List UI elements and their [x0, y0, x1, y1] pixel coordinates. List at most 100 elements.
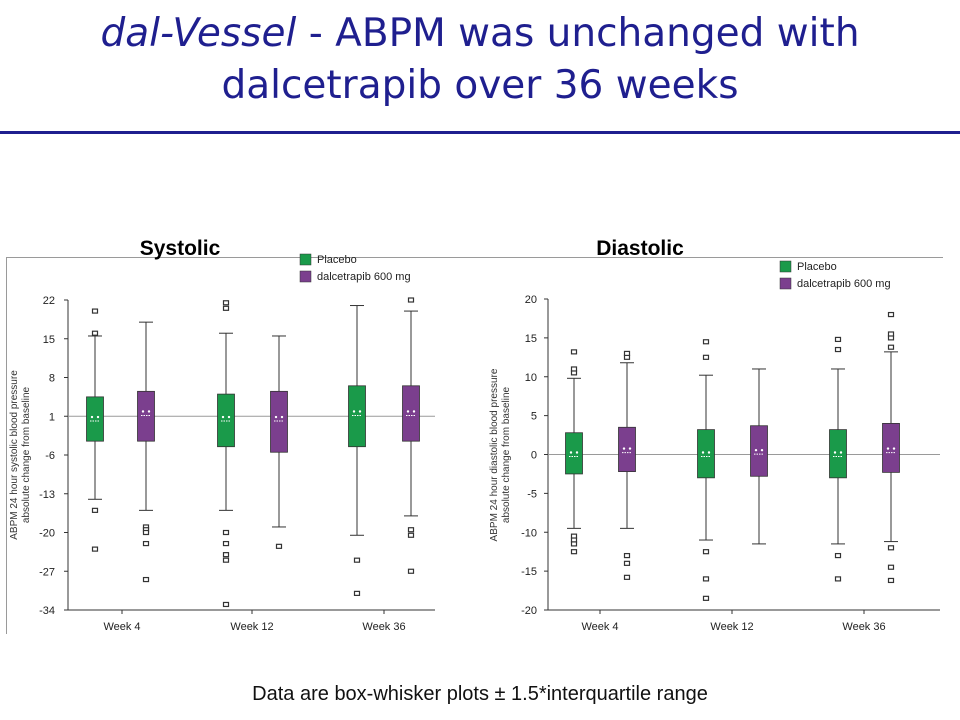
- chart-systolic-mean-marker: [141, 410, 145, 413]
- chart-systolic-outlier: [222, 305, 230, 311]
- chart-diastolic-outlier: [834, 552, 842, 559]
- chart-systolic-outlier: [222, 300, 230, 306]
- chart-systolic-legend-label: dalcetrapib 600 mg: [317, 271, 411, 283]
- chart-systolic-y-tick-label: -6: [45, 450, 55, 462]
- chart-systolic-outlier: [353, 557, 361, 563]
- chart-systolic-y-tick-label: -34: [39, 605, 55, 617]
- chart-diastolic-legend-label: Placebo: [797, 261, 837, 273]
- chart-systolic-x-tick-label: Week 36: [362, 621, 405, 633]
- chart-diastolic-mean-marker: [892, 447, 896, 450]
- chart-diastolic-outlier: [834, 336, 842, 343]
- title-rest: - ABPM was unchanged with: [296, 11, 860, 56]
- chart-diastolic-mean-marker: [839, 451, 843, 454]
- chart-diastolic-mean-marker: [886, 447, 890, 450]
- chart-systolic-mean-marker: [358, 410, 362, 413]
- chart-diastolic-title: Diastolic: [596, 237, 684, 260]
- title-line-1: dal-Vessel - ABPM was unchanged with: [0, 8, 960, 60]
- chart-diastolic-legend-swatch: [779, 277, 792, 290]
- chart-systolic-legend-swatch: [299, 253, 312, 266]
- chart-systolic-box: [217, 393, 235, 448]
- chart-systolic-outlier: [222, 540, 230, 547]
- title-rule: [0, 131, 960, 134]
- title-line-2: dalcetrapib over 36 weeks: [221, 62, 739, 108]
- chart-systolic-outlier: [407, 527, 415, 533]
- chart-systolic-outlier: [407, 568, 415, 574]
- chart-systolic-outlier: [91, 330, 99, 336]
- chart-systolic-outlier: [91, 507, 99, 513]
- chart-systolic-outlier: [142, 529, 150, 536]
- chart-systolic-y-tick-label: 1: [49, 411, 55, 423]
- chart-systolic-mean-marker: [227, 415, 231, 419]
- chart-systolic-x-tick-label: Week 4: [103, 621, 140, 633]
- chart-diastolic-y-tick-label: -15: [521, 566, 537, 578]
- chart-diastolic-outlier: [702, 354, 710, 360]
- chart-systolic-title: Systolic: [140, 237, 221, 260]
- chart-systolic-legend-label: Placebo: [317, 254, 357, 266]
- chart-diastolic-outlier: [702, 549, 710, 555]
- chart-diastolic-mean-marker: [707, 451, 711, 454]
- chart-diastolic-outlier: [887, 545, 895, 551]
- chart-diastolic-x-tick-label: Week 4: [581, 621, 618, 633]
- chart-diastolic-y-tick-label: -5: [527, 488, 537, 500]
- chart-systolic-outlier: [91, 546, 99, 552]
- chart-diastolic-outlier: [623, 560, 631, 566]
- chart-systolic-mean-marker: [412, 410, 416, 413]
- chart-diastolic-mean-marker: [569, 451, 573, 454]
- chart-systolic-y-label: ABPM 24 hour systolic blood pressureabso…: [9, 370, 32, 540]
- chart-frame: [6, 257, 943, 634]
- chart-systolic-outlier: [222, 529, 230, 536]
- chart-systolic-outlier: [142, 540, 150, 547]
- chart-systolic-mean-marker: [352, 410, 356, 413]
- chart-systolic-outlier: [142, 576, 150, 583]
- chart-diastolic-outlier: [623, 574, 631, 580]
- title-italic: dal-Vessel: [100, 11, 297, 56]
- chart-diastolic-box: [565, 432, 583, 475]
- chart-diastolic-mean-marker: [622, 447, 626, 450]
- chart-diastolic-outlier: [702, 595, 710, 601]
- chart-diastolic-mean-marker: [754, 448, 758, 452]
- chart-diastolic-outlier: [623, 552, 631, 559]
- chart-diastolic-x-tick-label: Week 36: [842, 621, 885, 633]
- chart-systolic-y-label-line: absolute change from baseline: [21, 386, 32, 523]
- chart-systolic-box: [137, 390, 155, 442]
- chart-diastolic-outlier: [834, 346, 842, 353]
- footnote: Data are box-whisker plots ± 1.5*interqu…: [252, 683, 708, 705]
- chart-systolic-y-tick-label: 8: [49, 373, 55, 385]
- chart-diastolic-outlier: [570, 349, 578, 355]
- chart-systolic-y-label-line: ABPM 24 hour systolic blood pressure: [9, 370, 20, 540]
- chart-diastolic-y-tick-label: 20: [525, 294, 537, 306]
- chart-diastolic-legend-swatch: [779, 260, 792, 273]
- chart-diastolic-outlier: [887, 564, 895, 570]
- chart-diastolic-outlier: [623, 350, 631, 357]
- chart-diastolic-box: [882, 422, 900, 473]
- chart-systolic-box: [348, 385, 366, 448]
- chart-diastolic-mean-marker: [760, 448, 764, 452]
- chart-systolic-y-tick-label: -27: [39, 566, 55, 578]
- chart-diastolic-y-tick-label: -10: [521, 527, 537, 539]
- chart-diastolic-y-label-line: absolute change from baseline: [501, 386, 512, 523]
- slide-title: dal-Vessel - ABPM was unchanged with dal…: [0, 8, 960, 112]
- chart-systolic-mean-marker: [90, 415, 94, 419]
- chart-diastolic-outlier: [570, 366, 578, 372]
- chart-systolic-outlier: [222, 552, 230, 558]
- chart-systolic-y-tick-label: -20: [39, 528, 55, 540]
- chart-systolic-mean-marker: [280, 415, 284, 419]
- chart-diastolic-outlier: [570, 549, 578, 555]
- chart-systolic-mean-marker: [221, 415, 225, 419]
- chart-systolic-outlier: [275, 543, 283, 549]
- chart-systolic-outlier: [407, 532, 415, 538]
- chart-diastolic-mean-marker: [628, 447, 632, 450]
- chart-diastolic-outlier: [887, 344, 895, 350]
- chart-diastolic-y-tick-label: -20: [521, 605, 537, 617]
- chart-systolic-box: [270, 390, 288, 453]
- chart-systolic-outlier: [91, 308, 99, 314]
- chart-diastolic-y-tick-label: 5: [531, 411, 537, 423]
- chart-diastolic-box: [697, 429, 715, 479]
- chart-diastolic-y-tick-label: 15: [525, 333, 537, 345]
- chart-diastolic-box: [750, 425, 768, 477]
- chart-diastolic-y-tick-label: 10: [525, 372, 537, 384]
- chart-systolic-mean-marker: [96, 415, 100, 419]
- chart-diastolic-outlier: [887, 331, 895, 337]
- chart-diastolic-mean-marker: [575, 451, 579, 454]
